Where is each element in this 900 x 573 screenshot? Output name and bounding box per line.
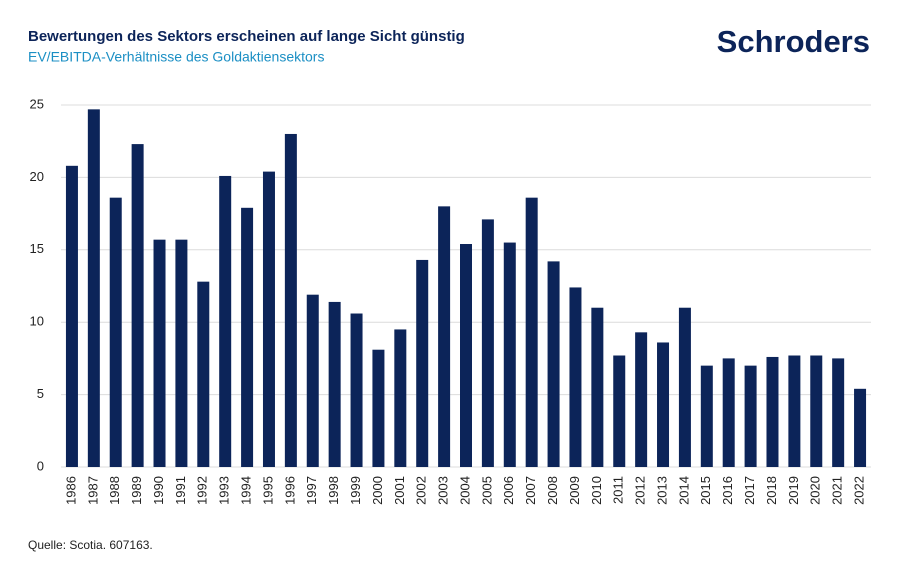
- chart-subtitle: EV/EBITDA-Verhältnisse des Goldaktiensek…: [28, 49, 324, 65]
- x-tick-label: 2011: [611, 476, 626, 504]
- y-tick-label: 20: [30, 169, 44, 184]
- bar: [569, 287, 582, 467]
- bar: [678, 307, 691, 467]
- bar: [350, 313, 363, 467]
- bar: [547, 261, 560, 467]
- x-tick-label: 2015: [698, 476, 713, 505]
- bar: [87, 109, 100, 468]
- bar: [65, 165, 78, 468]
- bar: [153, 239, 166, 467]
- source-note: Quelle: Scotia. 607163.: [28, 538, 153, 552]
- x-tick-label: 1995: [260, 476, 275, 505]
- bar: [591, 307, 604, 467]
- x-tick-label: 2016: [720, 476, 735, 505]
- x-tick-label: 1999: [348, 476, 363, 505]
- bar: [241, 207, 254, 468]
- bar: [503, 242, 516, 467]
- x-tick-label: 1996: [282, 476, 297, 505]
- x-tick-label: 2005: [479, 476, 494, 505]
- y-tick-label: 25: [30, 96, 44, 111]
- y-tick-label: 5: [37, 386, 44, 401]
- bar: [197, 281, 210, 467]
- bar: [460, 244, 472, 467]
- y-tick-label: 10: [30, 314, 44, 329]
- x-tick-label: 2009: [567, 476, 582, 505]
- bar: [722, 358, 735, 467]
- bar: [854, 388, 867, 467]
- y-tick-label: 0: [37, 458, 44, 473]
- bar: [328, 301, 341, 467]
- x-tick-label: 1986: [63, 476, 78, 505]
- x-tick-label: 2002: [414, 476, 429, 505]
- y-tick-label: 15: [30, 241, 44, 256]
- bar: [131, 144, 144, 467]
- x-tick-label: 2001: [392, 476, 407, 505]
- x-tick-label: 1997: [304, 476, 319, 505]
- x-tick-label: 2018: [764, 476, 779, 505]
- bar: [635, 332, 648, 467]
- bar: [438, 206, 451, 468]
- x-tick-label: 1994: [239, 476, 254, 505]
- x-tick-label: 2022: [851, 476, 866, 505]
- x-tick-label: 2008: [545, 476, 560, 505]
- x-tick-label: 1992: [195, 476, 210, 505]
- logo: Schroders: [717, 24, 870, 59]
- bar: [810, 355, 823, 467]
- x-tick-label: 2007: [523, 476, 538, 505]
- bar: [175, 239, 188, 467]
- x-tick-label: 2012: [633, 476, 648, 505]
- x-tick-label: 2006: [501, 476, 516, 505]
- bar: [416, 259, 429, 467]
- x-tick-label: 2021: [830, 476, 845, 505]
- x-tick-label: 1991: [173, 476, 188, 505]
- bar: [394, 329, 407, 467]
- bar: [481, 219, 494, 467]
- x-tick-label: 1988: [107, 476, 122, 505]
- x-tick-label: 2004: [457, 476, 472, 505]
- x-tick-label: 2000: [370, 476, 385, 505]
- bar: [306, 294, 319, 467]
- bar: [262, 171, 275, 467]
- x-tick-label: 1998: [326, 476, 341, 505]
- x-tick-label: 2017: [742, 476, 757, 505]
- x-tick-label: 2020: [808, 476, 823, 505]
- bar: [744, 365, 757, 467]
- bar: [613, 355, 626, 467]
- bar: [525, 197, 538, 467]
- x-tick-label: 2010: [589, 476, 604, 505]
- x-tick-label: 2003: [436, 476, 451, 505]
- x-tick-label: 2019: [786, 476, 801, 505]
- bar: [109, 197, 122, 467]
- bar: [284, 133, 297, 467]
- bar: [219, 175, 232, 467]
- x-tick-label: 1993: [217, 476, 232, 505]
- bar: [372, 349, 385, 467]
- x-tick-label: 2014: [676, 476, 691, 505]
- x-tick-label: 1987: [85, 476, 100, 505]
- bar: [766, 356, 779, 467]
- x-tick-label: 1989: [129, 476, 144, 505]
- bar: [657, 342, 670, 467]
- bar: [832, 358, 845, 467]
- bar: [700, 365, 713, 467]
- x-tick-label: 1990: [151, 476, 166, 505]
- chart-title: Bewertungen des Sektors erscheinen auf l…: [28, 28, 465, 45]
- x-tick-label: 2013: [654, 476, 669, 505]
- bar: [788, 355, 801, 467]
